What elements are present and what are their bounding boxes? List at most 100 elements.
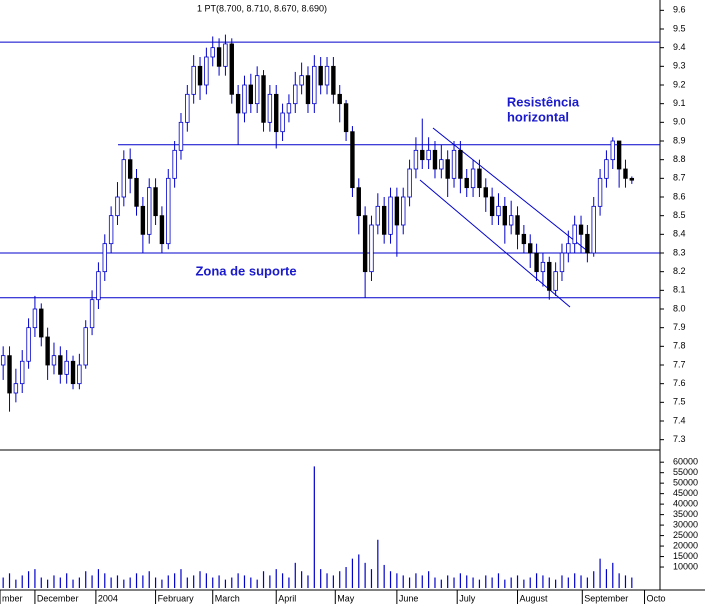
volume-bar — [212, 577, 214, 588]
candle-body — [51, 355, 57, 366]
x-tick-label: December — [37, 593, 79, 603]
candle-body — [597, 177, 603, 207]
x-tick-label: February — [158, 593, 195, 603]
y-tick-label: 9.1 — [673, 98, 686, 108]
volume-bar — [516, 575, 519, 588]
y-tick-label: 9.3 — [673, 61, 686, 71]
volume-bar — [510, 577, 512, 588]
y-tick-label: 8.4 — [673, 229, 686, 239]
candle-body — [166, 177, 171, 245]
trend-line — [419, 179, 571, 308]
candle-body — [134, 177, 139, 207]
volume-bar — [447, 575, 449, 588]
volume-bar — [364, 562, 366, 588]
y-tick-label: 7.8 — [673, 341, 686, 351]
volume-bar — [224, 579, 227, 588]
volume-bar — [218, 575, 220, 588]
candle-body — [483, 187, 488, 198]
candle-body — [191, 65, 196, 95]
candle-body — [178, 121, 184, 151]
candle-body — [388, 196, 393, 235]
y2-tick-label: 30000 — [673, 519, 698, 529]
volume-bar — [59, 577, 61, 588]
volume-bar — [193, 575, 195, 588]
candle-body — [420, 149, 425, 161]
y-tick-label: 8.6 — [673, 191, 686, 201]
candle-body — [407, 168, 412, 198]
y-tick-label: 9.4 — [673, 42, 686, 52]
volume-bar — [358, 554, 360, 588]
candle-body — [585, 233, 590, 254]
volume-bar — [135, 573, 138, 588]
y-tick-label: 8.5 — [673, 210, 686, 220]
candle-body — [83, 327, 88, 366]
candle-body — [140, 205, 146, 235]
volume-bar — [472, 577, 474, 588]
candle-body — [534, 252, 539, 273]
y-tick-label: 7.4 — [673, 415, 686, 425]
candle-body — [267, 93, 273, 123]
volume-bar — [262, 571, 265, 588]
volume-bar — [281, 573, 284, 588]
candle-body — [331, 65, 336, 95]
volume-bar — [618, 573, 620, 588]
y-tick-label: 8.1 — [673, 285, 686, 295]
annotation: Resistência — [507, 94, 580, 109]
volume-bar — [294, 562, 296, 588]
volume-bar — [243, 575, 246, 588]
x-tick-label: 2004 — [98, 593, 118, 603]
candle-body — [343, 103, 349, 133]
candle-body — [32, 308, 38, 329]
volume-bar — [561, 575, 563, 588]
y2-tick-label: 15000 — [673, 551, 698, 561]
volume-bar — [256, 579, 258, 588]
volume-bar — [53, 575, 55, 588]
candle-body — [439, 159, 444, 170]
y-tick-label: 7.3 — [673, 434, 686, 444]
candle-body — [305, 75, 311, 105]
candle-body — [210, 47, 215, 58]
volume-bar — [85, 571, 87, 588]
candle-body — [489, 196, 495, 217]
volume-bar — [599, 558, 601, 588]
volume-bar — [396, 573, 398, 588]
candle-body — [515, 215, 520, 235]
candle-body — [159, 215, 165, 245]
candle-body — [464, 177, 469, 189]
y-tick-label: 9.0 — [673, 117, 686, 127]
volume-bar — [504, 579, 506, 588]
volume-bar — [21, 575, 23, 588]
volume-bar — [307, 575, 309, 588]
x-tick-label: September — [584, 593, 628, 603]
volume-bar — [326, 573, 328, 588]
candle-body — [108, 215, 114, 245]
candle-body — [521, 233, 527, 245]
candle-body — [96, 271, 101, 301]
candle-body — [572, 224, 577, 245]
y-tick-label: 8.7 — [673, 173, 686, 183]
candle-body — [362, 215, 368, 273]
x-tick-label: mber — [2, 593, 23, 603]
candle-body — [64, 360, 69, 375]
candle-body — [540, 261, 546, 273]
chart-title: 1 PT(8.700, 8.710, 8.670, 8.690) — [197, 3, 327, 13]
candle-body — [591, 205, 596, 254]
y-tick-label: 7.5 — [673, 397, 686, 407]
volume-bar — [205, 573, 207, 588]
candle-body — [604, 159, 609, 179]
candle-body — [102, 243, 107, 273]
y-tick-label: 8.2 — [673, 266, 686, 276]
volume-bar — [199, 571, 201, 588]
volume-bar — [612, 562, 614, 588]
y2-tick-label: 40000 — [673, 499, 698, 509]
volume-bar — [269, 575, 271, 588]
volume-bar — [593, 571, 595, 588]
candle-body — [553, 271, 558, 291]
candle-body — [375, 205, 381, 226]
volume-bar — [421, 575, 423, 588]
volume-bar — [34, 569, 36, 588]
x-tick-label: May — [337, 593, 355, 603]
candle-body — [350, 131, 355, 189]
candle-body — [70, 360, 76, 385]
candle-body — [115, 196, 120, 217]
